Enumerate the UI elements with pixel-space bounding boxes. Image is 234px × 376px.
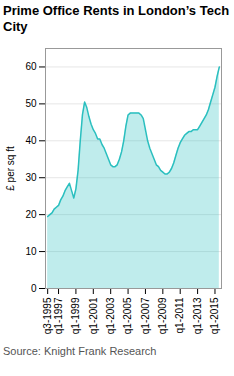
svg-text:q1-2011: q1-2011 (174, 297, 185, 333)
svg-text:q1-1999: q1-1999 (70, 297, 81, 334)
svg-text:£ per sq ft: £ per sq ft (5, 146, 16, 191)
svg-text:q1-2005: q1-2005 (122, 297, 133, 334)
svg-text:q1-2015: q1-2015 (209, 297, 220, 334)
svg-text:40: 40 (25, 135, 37, 146)
svg-text:q1-2009: q1-2009 (157, 297, 168, 334)
svg-text:0: 0 (31, 283, 37, 294)
svg-text:50: 50 (25, 98, 37, 109)
html-text:Source: Knight Frank Research: Source: Knight Frank Research (3, 345, 157, 358)
svg-text:q1-1997: q1-1997 (53, 297, 64, 334)
svg-text:30: 30 (25, 172, 37, 183)
svg-text:10: 10 (25, 246, 37, 257)
html-text:Prime Office Rents in London’s: Prime Office Rents in London’s Tech City (3, 3, 230, 34)
svg-text:q1-2007: q1-2007 (140, 297, 151, 334)
svg-text:q1-2003: q1-2003 (105, 297, 116, 334)
svg-text:q3-1995: q3-1995 (42, 297, 53, 334)
svg-text:q1-2001: q1-2001 (88, 297, 99, 334)
svg-text:q1-2013: q1-2013 (192, 297, 203, 334)
svg-text:20: 20 (25, 209, 37, 220)
svg-text:60: 60 (25, 61, 37, 72)
